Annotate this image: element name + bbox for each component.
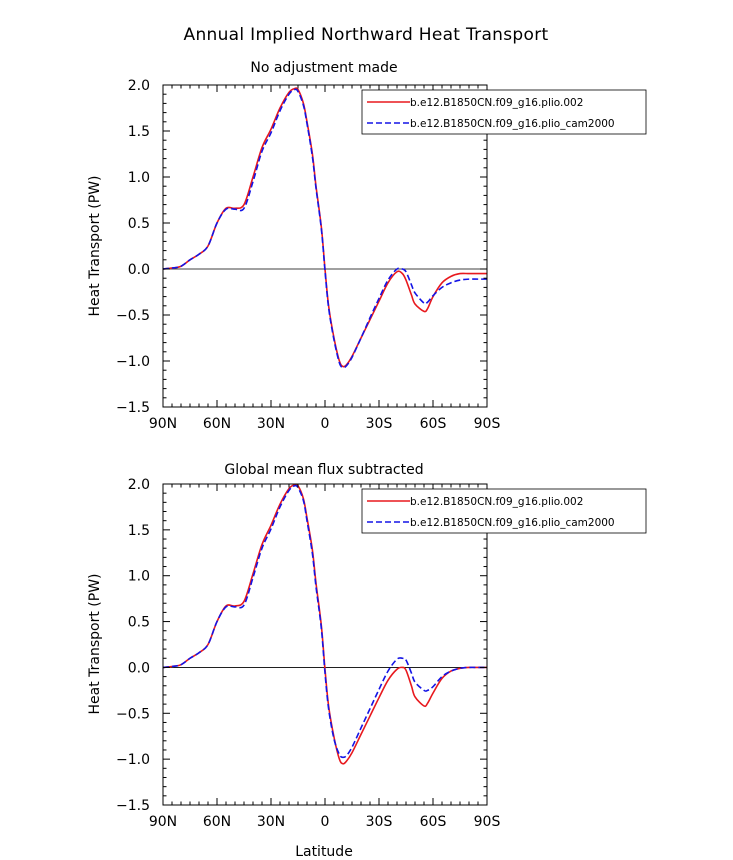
- y-tick-label: −0.5: [116, 706, 150, 722]
- x-tick-label: 60S: [420, 416, 447, 432]
- y-axis-label: Heat Transport (PW): [87, 573, 103, 714]
- x-tick-label: 60N: [203, 416, 231, 432]
- x-tick-label: 90S: [474, 416, 501, 432]
- x-tick-label: 30N: [257, 814, 285, 830]
- legend-label-2: b.e12.B1850CN.f09_g16.plio_cam2000: [410, 517, 615, 529]
- y-tick-label: −1.5: [116, 798, 150, 814]
- x-tick-label: 90N: [149, 416, 177, 432]
- legend-box: [361, 89, 647, 135]
- y-tick-label: 2.0: [128, 78, 150, 94]
- legend-box: [361, 488, 647, 534]
- x-tick-label: 90S: [474, 814, 501, 830]
- y-tick-label: −1.0: [116, 752, 150, 768]
- panel-bottom: Global mean flux subtracted Heat Transpo…: [87, 462, 647, 860]
- panel-top: No adjustment made Heat Transport (PW) 9…: [87, 60, 647, 432]
- y-tick-label: 0.5: [128, 615, 150, 631]
- legend-label-1: b.e12.B1850CN.f09_g16.plio.002: [410, 496, 583, 508]
- y-tick-label: −1.5: [116, 400, 150, 416]
- legend-label-1: b.e12.B1850CN.f09_g16.plio.002: [410, 97, 583, 109]
- series-line-2: [162, 484, 487, 759]
- plot-area: 90N 60N 30N 0 30S 60S 90S −1.5 −1.0 −0.5 0.0 0.5 1.0…: [116, 78, 647, 432]
- x-axis-label: Latitude: [295, 844, 353, 860]
- y-tick-label: 0.5: [128, 216, 150, 232]
- y-tick-label: 1.5: [128, 523, 150, 539]
- x-tick-label: 60S: [420, 814, 447, 830]
- y-tick-label: −1.0: [116, 354, 150, 370]
- x-tick-label: 0: [321, 814, 330, 830]
- y-axis-label: Heat Transport (PW): [87, 175, 103, 316]
- x-tick-label: 30S: [366, 814, 393, 830]
- y-tick-label: −0.5: [116, 308, 150, 324]
- y-tick-label: 1.0: [128, 170, 150, 186]
- y-tick-label: 2.0: [128, 477, 150, 493]
- x-tick-label: 90N: [149, 814, 177, 830]
- x-tick-label: 30N: [257, 416, 285, 432]
- x-tick-label: 60N: [203, 814, 231, 830]
- x-tick-label: 30S: [366, 416, 393, 432]
- panel-title: No adjustment made: [250, 60, 397, 76]
- x-tick-label: 0: [321, 416, 330, 432]
- series-line-2: [162, 88, 487, 369]
- panel-title: Global mean flux subtracted: [224, 462, 423, 478]
- y-tick-label: 0.0: [128, 660, 150, 676]
- plot-area: 90N 60N 30N 0 30S 60S 90S −1.5 −1.0 −0.5 0.0 0.5 1.0…: [116, 477, 647, 830]
- legend-label-2: b.e12.B1850CN.f09_g16.plio_cam2000: [410, 118, 615, 130]
- figure-title: Annual Implied Northward Heat Transport: [184, 25, 549, 45]
- y-tick-label: 1.0: [128, 569, 150, 585]
- y-tick-label: 0.0: [128, 262, 150, 278]
- y-tick-label: 1.5: [128, 124, 150, 140]
